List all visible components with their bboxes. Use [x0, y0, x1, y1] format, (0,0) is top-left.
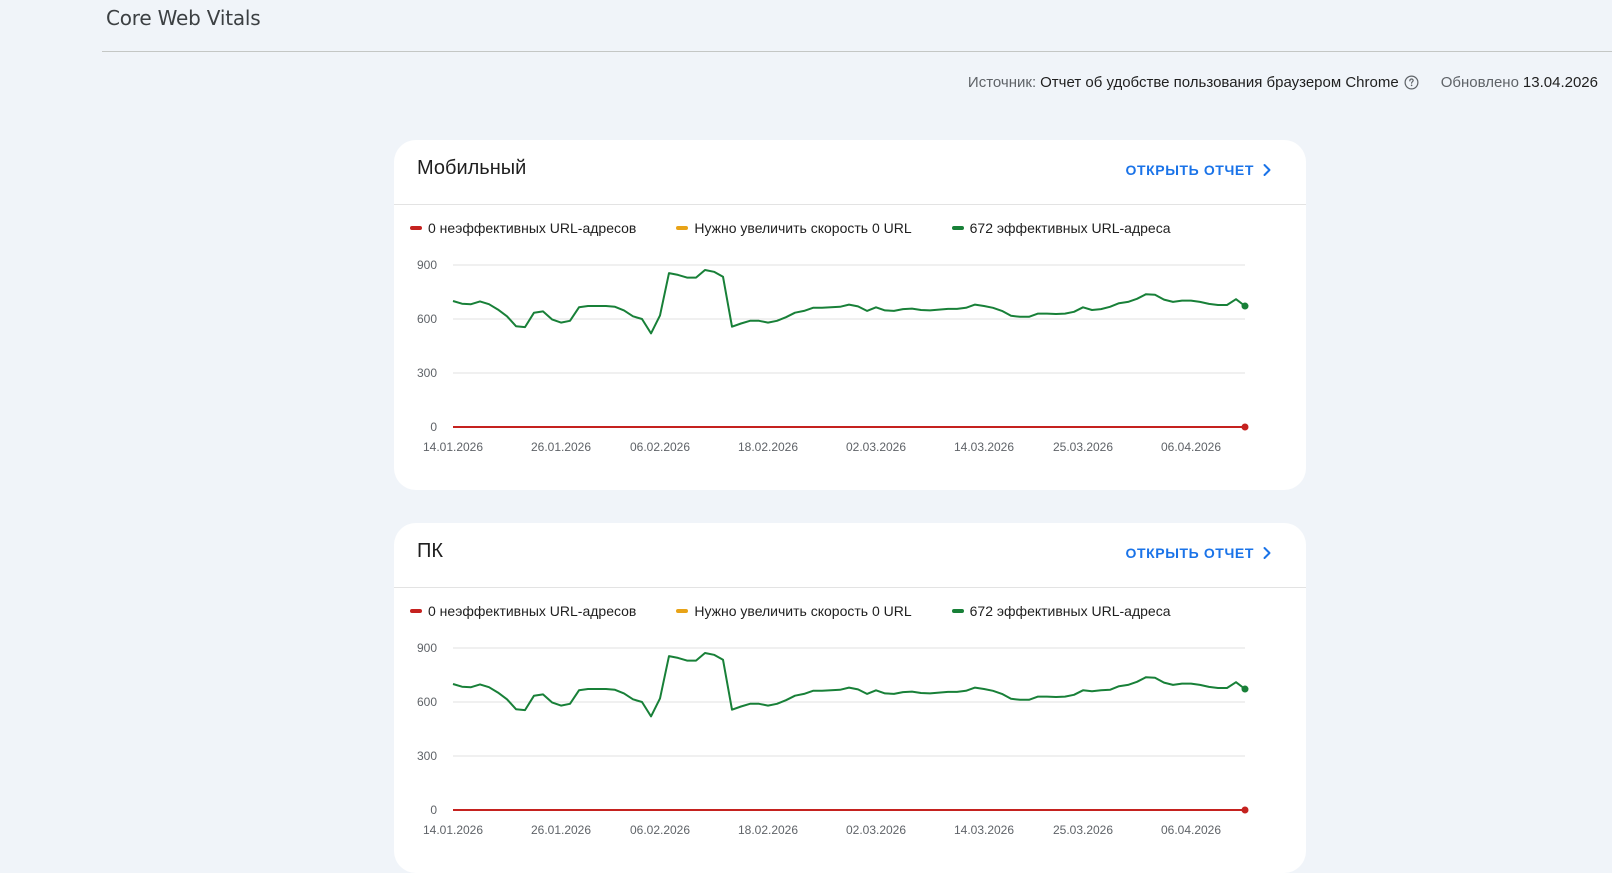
legend-item-good[interactable]: 672 эффективных URL-адреса	[951, 603, 1171, 619]
desktop-chart: 900 600 300 0 14.01.2026 26.01.2026 06.02.2026…	[417, 641, 1249, 837]
legend-label-needs-improvement: Нужно увеличить скорость 0 URL	[694, 603, 912, 619]
data-source-bar: Источник: Отчет об удобстве пользования …	[968, 74, 1598, 91]
poor-series-endpoint	[1241, 806, 1249, 814]
page-title: Core Web Vitals	[106, 6, 261, 30]
y-tick-label: 300	[417, 366, 437, 380]
x-tick-label: 06.02.2026	[630, 440, 690, 454]
good-series-line	[452, 269, 1246, 335]
legend-swatch-needs-improvement	[676, 609, 689, 613]
y-tick-label: 0	[430, 803, 437, 817]
x-tick-label: 14.01.2026	[423, 823, 483, 837]
chart-legend: 0 неэффективных URL-адресов Нужно увелич…	[410, 603, 1210, 619]
legend-label-needs-improvement: Нужно увеличить скорость 0 URL	[694, 220, 912, 236]
x-tick-label: 25.03.2026	[1053, 823, 1113, 837]
updated-label: Обновлено	[1440, 74, 1519, 91]
y-tick-label: 900	[417, 641, 437, 655]
legend-swatch-needs-improvement	[676, 226, 689, 230]
legend-item-good[interactable]: 672 эффективных URL-адреса	[951, 220, 1171, 236]
y-tick-label: 0	[430, 420, 437, 434]
legend-item-needs-improvement[interactable]: Нужно увеличить скорость 0 URL	[676, 220, 912, 236]
y-tick-label: 900	[417, 258, 437, 272]
open-report-label: ОТКРЫТЬ ОТЧЕТ	[1125, 162, 1254, 178]
legend-item-needs-improvement[interactable]: Нужно увеличить скорость 0 URL	[676, 603, 912, 619]
x-tick-label: 26.01.2026	[531, 823, 591, 837]
legend-swatch-good	[951, 226, 964, 230]
open-report-label: ОТКРЫТЬ ОТЧЕТ	[1125, 545, 1254, 561]
desktop-card: ПК ОТКРЫТЬ ОТЧЕТ 0 неэффективных URL-адр…	[394, 523, 1306, 873]
x-tick-label: 06.04.2026	[1161, 440, 1221, 454]
card-title: Мобильный	[417, 157, 527, 179]
x-tick-label: 14.01.2026	[423, 440, 483, 454]
mobile-card: Мобильный ОТКРЫТЬ ОТЧЕТ 0 неэффективных …	[394, 140, 1306, 490]
legend-swatch-poor	[410, 609, 422, 613]
open-report-button[interactable]: ОТКРЫТЬ ОТЧЕТ	[1125, 162, 1272, 178]
legend-item-poor[interactable]: 0 неэффективных URL-адресов	[410, 220, 636, 236]
legend-label-good: 672 эффективных URL-адреса	[969, 220, 1171, 236]
updated-date: 13.04.2026	[1522, 74, 1598, 91]
x-tick-label: 26.01.2026	[531, 440, 591, 454]
chart-legend: 0 неэффективных URL-адресов Нужно увелич…	[410, 220, 1210, 236]
x-tick-label: 18.02.2026	[738, 440, 798, 454]
source-value: Отчет об удобстве пользования браузером …	[1040, 74, 1399, 91]
help-circle-icon[interactable]	[1404, 75, 1419, 90]
x-tick-label: 02.03.2026	[846, 440, 906, 454]
x-tick-label: 14.03.2026	[954, 823, 1014, 837]
y-tick-label: 300	[417, 749, 437, 763]
poor-series-endpoint	[1241, 423, 1249, 431]
mobile-chart: 900 600 300 0 14.01.2026 26.01.2026 06.02.2026…	[417, 258, 1249, 454]
good-series-endpoint	[1241, 685, 1249, 693]
card-title: ПК	[417, 540, 444, 562]
card-header: Мобильный ОТКРЫТЬ ОТЧЕТ	[394, 140, 1306, 205]
good-series-line	[452, 652, 1246, 718]
x-tick-label: 02.03.2026	[846, 823, 906, 837]
y-tick-label: 600	[417, 312, 437, 326]
x-tick-label: 18.02.2026	[738, 823, 798, 837]
legend-swatch-poor	[410, 226, 422, 230]
good-series-endpoint	[1241, 302, 1249, 310]
legend-item-poor[interactable]: 0 неэффективных URL-адресов	[410, 603, 636, 619]
x-tick-label: 06.02.2026	[630, 823, 690, 837]
title-divider	[102, 51, 1612, 52]
legend-label-poor: 0 неэффективных URL-адресов	[428, 220, 637, 236]
y-tick-label: 600	[417, 695, 437, 709]
x-tick-label: 25.03.2026	[1053, 440, 1113, 454]
legend-label-good: 672 эффективных URL-адреса	[969, 603, 1171, 619]
legend-swatch-good	[951, 609, 964, 613]
legend-label-poor: 0 неэффективных URL-адресов	[428, 603, 637, 619]
card-header: ПК ОТКРЫТЬ ОТЧЕТ	[394, 523, 1306, 588]
x-tick-label: 06.04.2026	[1161, 823, 1221, 837]
source-label: Источник:	[967, 74, 1037, 91]
x-tick-label: 14.03.2026	[954, 440, 1014, 454]
chevron-right-icon	[1262, 163, 1272, 177]
open-report-button[interactable]: ОТКРЫТЬ ОТЧЕТ	[1125, 545, 1272, 561]
chevron-right-icon	[1262, 546, 1272, 560]
